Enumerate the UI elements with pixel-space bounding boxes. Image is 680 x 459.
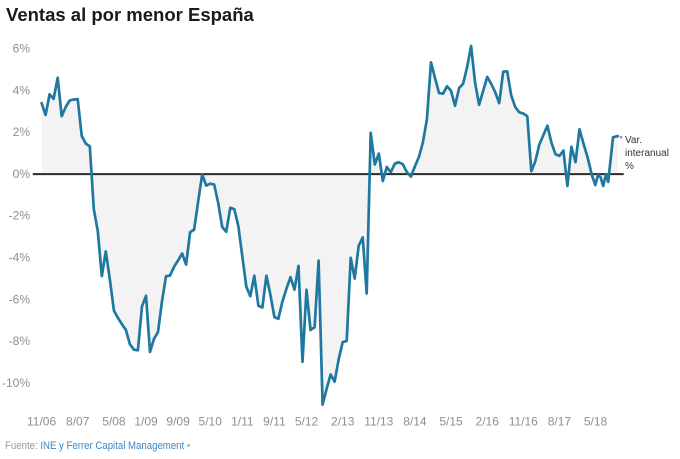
- svg-text:2%: 2%: [13, 125, 31, 139]
- svg-text:1/11: 1/11: [231, 415, 254, 429]
- svg-text:-8%: -8%: [9, 334, 31, 348]
- svg-text:4%: 4%: [13, 83, 31, 97]
- svg-text:0%: 0%: [13, 167, 31, 181]
- svg-text:11/13: 11/13: [364, 415, 393, 429]
- svg-text:5/12: 5/12: [295, 415, 319, 429]
- svg-text:11/06: 11/06: [27, 415, 56, 429]
- svg-text:1/09: 1/09: [134, 415, 158, 429]
- svg-text:5/10: 5/10: [199, 415, 223, 429]
- svg-text:11/16: 11/16: [509, 415, 538, 429]
- svg-text:-10%: -10%: [2, 376, 30, 390]
- svg-text:2/13: 2/13: [331, 415, 355, 429]
- svg-text:-6%: -6%: [9, 292, 31, 306]
- svg-text:-4%: -4%: [9, 251, 31, 265]
- svg-text:8/14: 8/14: [403, 415, 427, 429]
- svg-text:-2%: -2%: [9, 209, 31, 223]
- svg-text:5/08: 5/08: [102, 415, 126, 429]
- svg-text:9/09: 9/09: [166, 415, 190, 429]
- svg-text:2/16: 2/16: [476, 415, 500, 429]
- svg-text:8/07: 8/07: [66, 415, 90, 429]
- svg-text:9/11: 9/11: [263, 415, 286, 429]
- svg-text:5/15: 5/15: [439, 415, 463, 429]
- svg-text:8/17: 8/17: [548, 415, 572, 429]
- svg-text:6%: 6%: [13, 42, 31, 56]
- svg-text:5/18: 5/18: [584, 415, 608, 429]
